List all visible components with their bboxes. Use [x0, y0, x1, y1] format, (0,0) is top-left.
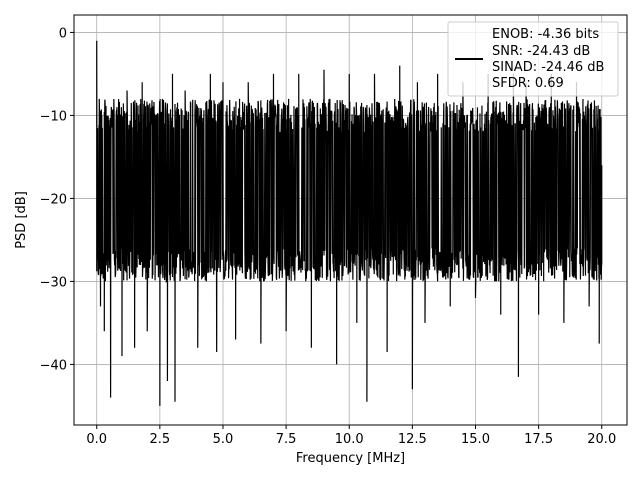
y-axis-label: PSD [dB]	[14, 191, 29, 249]
legend-box	[447, 21, 619, 97]
y-tick-label: −40	[40, 358, 67, 373]
legend-entry-enob: ENOB: -4.36 bits	[492, 27, 599, 42]
psd-series-line	[96, 40, 603, 406]
x-axis-label: Frequency [MHz]	[296, 451, 405, 466]
legend-entry-sinad: SINAD: -24.46 dB	[492, 60, 604, 75]
x-tick-label: 17.5	[524, 432, 553, 447]
x-tick-label: 7.5	[276, 432, 297, 447]
y-axis-ticks: 0 −10 −20 −30 −40	[40, 26, 74, 373]
x-tick-label: 0.0	[86, 432, 107, 447]
axes-frame	[73, 14, 628, 426]
x-tick-label: 10.0	[335, 432, 364, 447]
x-tick-label: 5.0	[213, 432, 234, 447]
y-tick-label: 0	[59, 26, 67, 41]
x-tick-label: 20.0	[587, 432, 616, 447]
y-tick-label: −10	[40, 109, 67, 124]
legend: ENOB: -4.36 bits SNR: -24.43 dB SINAD: -…	[447, 21, 619, 97]
x-tick-label: 15.0	[461, 432, 490, 447]
plot-area	[96, 40, 603, 406]
y-tick-label: −30	[40, 275, 67, 290]
y-tick-label: −20	[40, 192, 67, 207]
x-tick-label: 12.5	[398, 432, 427, 447]
legend-entry-sfdr: SFDR: 0.69	[492, 76, 564, 91]
x-tick-label: 2.5	[150, 432, 171, 447]
x-axis-ticks: 0.0 2.5 5.0 7.5 10.0 12.5 15.0 17.5 20.0	[86, 425, 616, 447]
legend-entry-snr: SNR: -24.43 dB	[492, 44, 590, 59]
